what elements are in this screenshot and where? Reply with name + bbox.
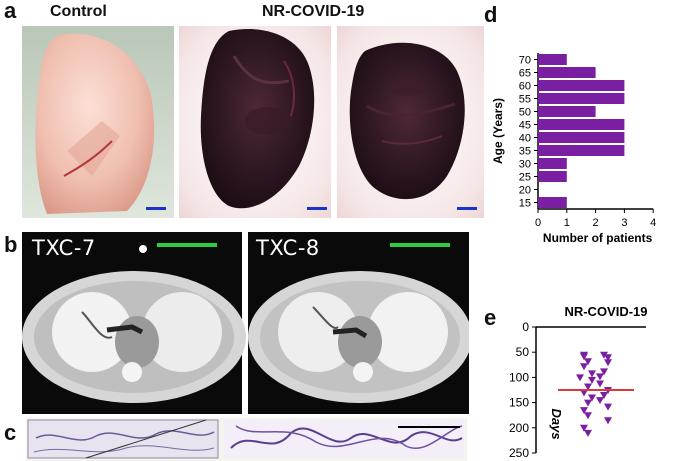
e-point bbox=[588, 370, 596, 378]
nr-covid-heading: NR-COVID-19 bbox=[262, 3, 365, 20]
e-point bbox=[580, 363, 588, 371]
y-tick-label-65: 65 bbox=[519, 68, 531, 80]
ct-label-txc-8: TXC-8 bbox=[256, 236, 320, 260]
e-point bbox=[576, 374, 584, 382]
y-tick-label-70: 70 bbox=[519, 55, 531, 67]
e-point bbox=[584, 412, 592, 420]
covid-lung-photo-2 bbox=[337, 26, 484, 218]
e-y-axis-label: Days bbox=[549, 408, 564, 439]
control-heading: Control bbox=[50, 3, 107, 20]
bar-age-25 bbox=[538, 171, 567, 182]
bar-age-30 bbox=[538, 158, 567, 169]
e-y-tick-label-0: 0 bbox=[522, 320, 529, 334]
control-lung-photo bbox=[22, 26, 174, 218]
panel-label-d: d bbox=[484, 2, 498, 27]
chart-e-days-scatter: NR-COVID-19 0 50 100 150 200 250 Days bbox=[509, 304, 648, 460]
chart-e-title: NR-COVID-19 bbox=[564, 304, 647, 319]
e-y-tick-label-100: 100 bbox=[509, 370, 529, 384]
e-y-tick-label-250: 250 bbox=[509, 446, 529, 460]
e-point bbox=[596, 373, 604, 381]
bar-age-45 bbox=[538, 119, 625, 130]
e-point bbox=[600, 392, 608, 400]
panel-c-histology bbox=[26, 418, 467, 461]
e-point bbox=[584, 429, 592, 437]
panel-b-ct-scans bbox=[22, 232, 469, 414]
e-point bbox=[604, 403, 612, 411]
x-tick-label-1: 1 bbox=[564, 217, 570, 229]
bar-age-50 bbox=[538, 106, 596, 117]
panel-a-photos bbox=[22, 26, 484, 218]
bar-age-15 bbox=[538, 197, 567, 208]
e-point bbox=[584, 399, 592, 407]
ct-scan-right bbox=[248, 232, 469, 414]
e-point bbox=[600, 368, 608, 376]
bar-age-60 bbox=[538, 80, 625, 91]
panel-label-c: c bbox=[4, 420, 17, 445]
e-point bbox=[580, 407, 588, 415]
e-y-tick-label-150: 150 bbox=[509, 396, 529, 410]
y-tick-label-60: 60 bbox=[519, 81, 531, 93]
y-tick-label-25: 25 bbox=[519, 172, 531, 184]
e-point bbox=[604, 354, 612, 362]
e-point bbox=[584, 358, 592, 366]
panel-label-b: b bbox=[4, 232, 18, 257]
y-tick-label-35: 35 bbox=[519, 146, 531, 158]
ct-label-txc-7: TXC-7 bbox=[32, 236, 96, 260]
e-y-tick-label-200: 200 bbox=[509, 421, 529, 435]
y-tick-label-50: 50 bbox=[519, 107, 531, 119]
e-point bbox=[604, 417, 612, 425]
e-point bbox=[580, 424, 588, 432]
ct-scan-left bbox=[22, 232, 246, 414]
e-y-tick-label-50: 50 bbox=[516, 345, 530, 359]
panel-label-e: e bbox=[484, 305, 497, 330]
e-point bbox=[604, 359, 612, 367]
x-axis-label: Number of patients bbox=[543, 231, 653, 245]
y-tick-label-20: 20 bbox=[519, 185, 531, 197]
x-tick-label-4: 4 bbox=[650, 217, 656, 229]
x-tick-label-2: 2 bbox=[593, 217, 599, 229]
e-point bbox=[580, 389, 588, 397]
y-tick-label-15: 15 bbox=[519, 198, 531, 210]
e-point bbox=[588, 376, 596, 384]
bar-age-65 bbox=[538, 67, 596, 78]
e-point bbox=[600, 351, 608, 359]
bar-age-55 bbox=[538, 93, 625, 104]
x-tick-label-3: 3 bbox=[621, 217, 627, 229]
e-point bbox=[596, 397, 604, 405]
y-tick-label-45: 45 bbox=[519, 120, 531, 132]
e-point bbox=[584, 383, 592, 391]
y-axis-label: Age (Years) bbox=[491, 98, 505, 164]
e-point bbox=[596, 380, 604, 388]
bar-age-35 bbox=[538, 145, 625, 156]
bar-age-70 bbox=[538, 54, 567, 65]
y-tick-label-40: 40 bbox=[519, 133, 531, 145]
bar-age-40 bbox=[538, 132, 625, 143]
x-tick-label-0: 0 bbox=[535, 217, 541, 229]
y-tick-label-55: 55 bbox=[519, 94, 531, 106]
e-point bbox=[588, 394, 596, 402]
e-point bbox=[580, 353, 588, 361]
panel-label-a: a bbox=[4, 0, 17, 23]
covid-lung-photo-1 bbox=[179, 26, 331, 218]
y-tick-label-30: 30 bbox=[519, 159, 531, 171]
